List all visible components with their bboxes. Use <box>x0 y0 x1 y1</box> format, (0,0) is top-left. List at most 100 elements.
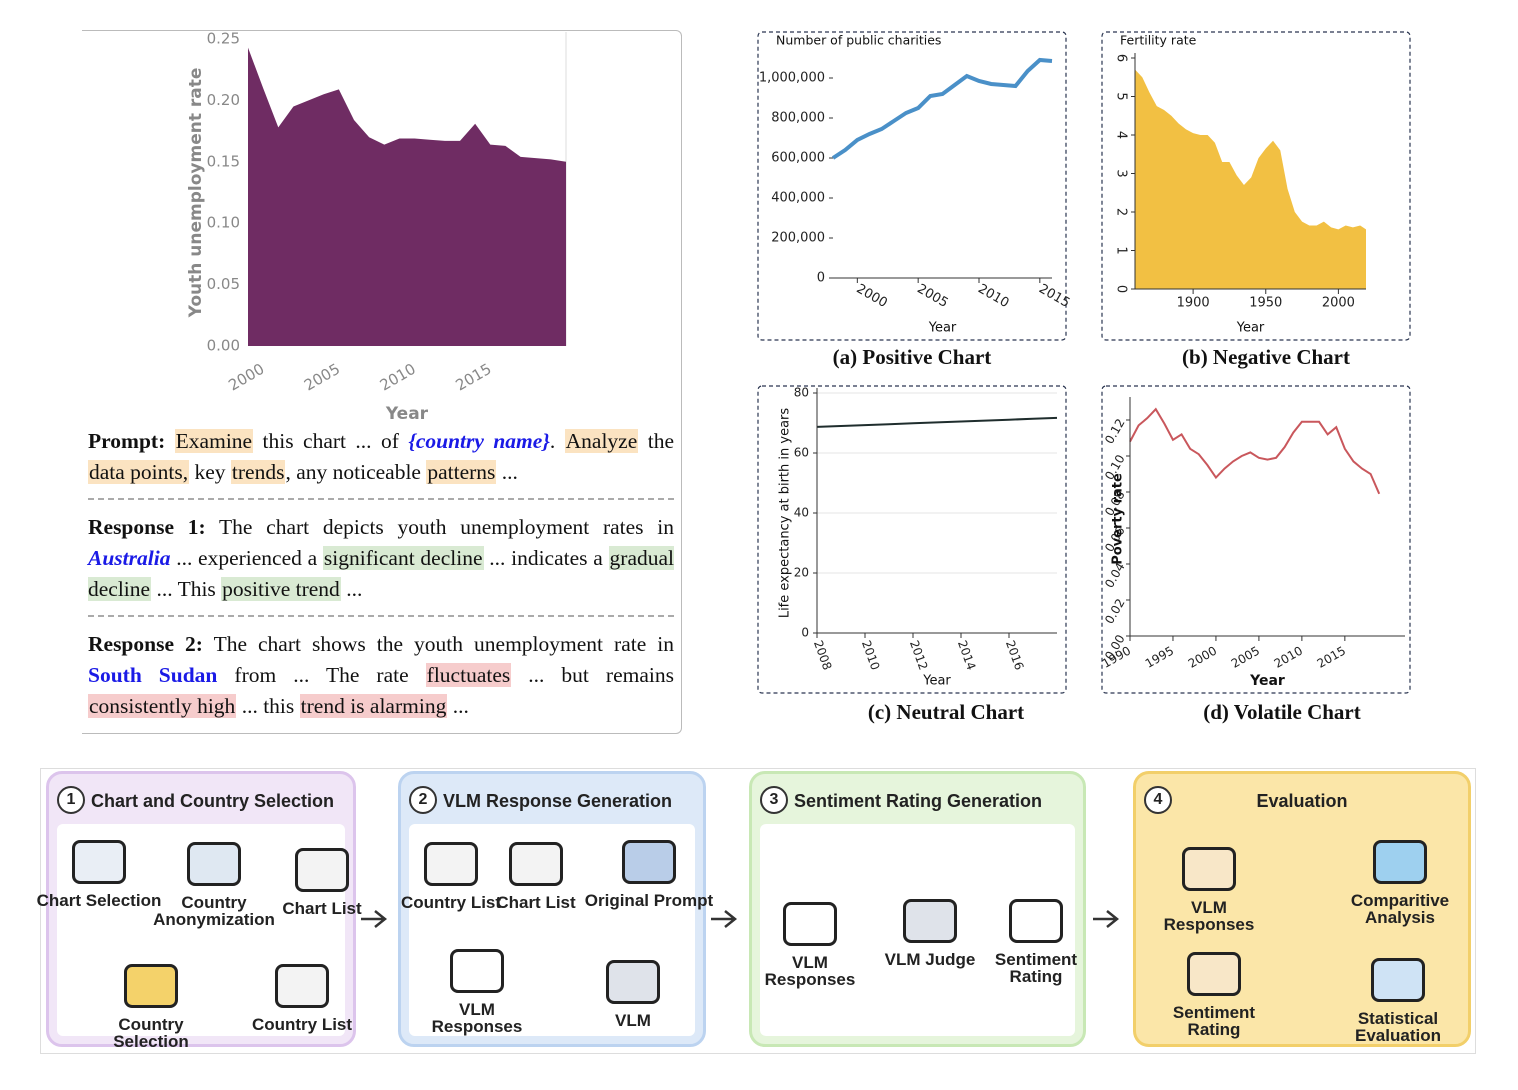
y-tick-label: 6 <box>1114 54 1129 62</box>
y-tick-label: 80 <box>794 386 809 400</box>
stage-arrow <box>1093 910 1120 928</box>
highlight: trends <box>230 460 286 484</box>
x-tick-label: 2010 <box>1272 644 1305 671</box>
y-tick-label: 800,000 <box>771 111 825 126</box>
item-label: Original Prompt <box>584 891 714 910</box>
item-icon <box>1182 847 1236 891</box>
item-icon <box>1371 958 1425 1002</box>
item-label: Chart Selection <box>36 891 162 910</box>
chart-frame <box>1101 31 1411 341</box>
stage-title: Sentiment Rating Generation <box>794 791 1043 811</box>
text-segment: The chart depicts youth unemployment rat… <box>205 515 675 539</box>
data-line <box>1129 407 1381 495</box>
y-tick-label: 0 <box>1114 285 1129 293</box>
y-axis-label: Poverty rate <box>1111 473 1126 565</box>
stage-header: 2 VLM Response Generation <box>401 774 703 824</box>
text-segment: South Sudan <box>88 663 218 687</box>
x-tick-label: 2010 <box>377 360 419 395</box>
stage-header: 3 Sentiment Rating Generation <box>752 774 1083 824</box>
chart-frame <box>1101 385 1411 694</box>
text-segment: from ... The rate <box>217 663 426 687</box>
text-segment: Response 1: <box>88 515 206 539</box>
stage-title: Chart and Country Selection <box>91 791 335 811</box>
text-segment: Prompt: <box>88 429 166 453</box>
item-label: VLM Judge <box>884 950 976 969</box>
text-segment: , any noticeable <box>285 460 427 484</box>
y-tick-label: 1,000,000 <box>759 71 825 86</box>
y-tick-label: 0.25 <box>207 30 240 48</box>
y-tick-label: 0.10 <box>207 214 240 232</box>
y-tick-label: 0 <box>801 626 809 640</box>
item-label: VLM <box>615 1011 651 1030</box>
item-icon <box>424 842 478 886</box>
item-icon <box>606 960 660 1004</box>
highlight: Analyze <box>564 429 639 453</box>
x-tick-label: 2005 <box>914 282 950 312</box>
item-label: VLM Responses <box>764 953 856 989</box>
x-axis-label: Year <box>385 404 429 424</box>
text-segment: Australia <box>88 546 171 570</box>
stage: 1 Chart and Country Selection Chart Select… <box>37 771 362 1051</box>
stage-number: 2 <box>409 786 437 814</box>
y-tick-label: 0.00 <box>207 337 240 355</box>
x-tick-label: 2010 <box>859 638 883 671</box>
stage: 4 Evaluation VLM Responses Sentiment Rating… <box>1133 771 1471 1047</box>
x-tick-label: 2016 <box>1003 638 1027 671</box>
stage-number: 1 <box>57 786 85 814</box>
x-tick-label: 2015 <box>1315 644 1348 671</box>
item-icon <box>783 902 837 946</box>
item-icon <box>1373 840 1427 884</box>
item-icon <box>124 964 178 1008</box>
item-label: VLM Responses <box>1163 898 1255 934</box>
y-tick-label: 4 <box>1114 131 1129 139</box>
highlight: positive trend <box>221 577 341 601</box>
text-segment: ... <box>496 460 518 484</box>
highlight: patterns <box>426 460 497 484</box>
x-tick-label: 2012 <box>907 638 931 671</box>
text-segment: ... <box>447 694 469 718</box>
item-label: VLM Responses <box>431 1000 523 1036</box>
x-tick-label: 2005 <box>1229 644 1262 671</box>
chart-caption: (d) Volatile Chart <box>1203 700 1361 724</box>
x-tick-label: 2000 <box>225 360 267 395</box>
item-label: Sentiment Rating <box>1172 1003 1256 1039</box>
x-axis-label: Year <box>928 321 957 336</box>
y-tick-label: 5 <box>1114 92 1129 100</box>
item-label: Sentiment Rating <box>994 950 1078 986</box>
item-icon <box>622 840 676 884</box>
data-line <box>831 57 1053 160</box>
item-icon <box>295 848 349 892</box>
pipeline: 1 Chart and Country Selection Chart Select… <box>37 768 1476 1054</box>
data-area <box>1135 69 1366 289</box>
y-tick-label: 600,000 <box>771 151 825 166</box>
y-tick-label: 0.20 <box>207 91 240 109</box>
stage: 3 Sentiment Rating Generation VLM Response… <box>749 771 1086 1047</box>
highlight: data points, <box>88 460 190 484</box>
stage-header: 4 Evaluation <box>1136 774 1468 824</box>
prompt-responses: Prompt: Examine this chart ... of {count… <box>88 422 674 732</box>
item-label: Statistical Evaluation <box>1355 1009 1441 1045</box>
text-segment: ... indicates a <box>483 546 609 570</box>
text-segment <box>165 429 174 453</box>
text-segment: {country name} <box>408 429 550 453</box>
text-segment: Response 2: <box>88 632 203 656</box>
text-segment: key <box>189 460 231 484</box>
x-axis-label: Year <box>1249 673 1285 689</box>
x-tick-label: 1950 <box>1249 296 1282 311</box>
y-tick-label: 3 <box>1114 169 1129 177</box>
item-icon <box>450 949 504 993</box>
text-segment: ... This <box>151 577 222 601</box>
y-tick-label: 40 <box>794 506 809 520</box>
y-tick-label: 400,000 <box>771 191 825 206</box>
y-tick-label: 60 <box>794 446 809 460</box>
item-label: Country Selection <box>113 1015 189 1051</box>
x-tick-label: 2008 <box>811 638 835 671</box>
item-icon <box>275 964 329 1008</box>
item-icon <box>1187 952 1241 996</box>
chart-caption: (b) Negative Chart <box>1182 345 1350 369</box>
text-segment: ... experienced a <box>170 546 323 570</box>
x-tick-label: 2005 <box>301 360 343 395</box>
item-label: Chart List <box>282 899 362 918</box>
item-label: Country List <box>251 1015 353 1034</box>
highlight: consistently high <box>88 694 237 718</box>
